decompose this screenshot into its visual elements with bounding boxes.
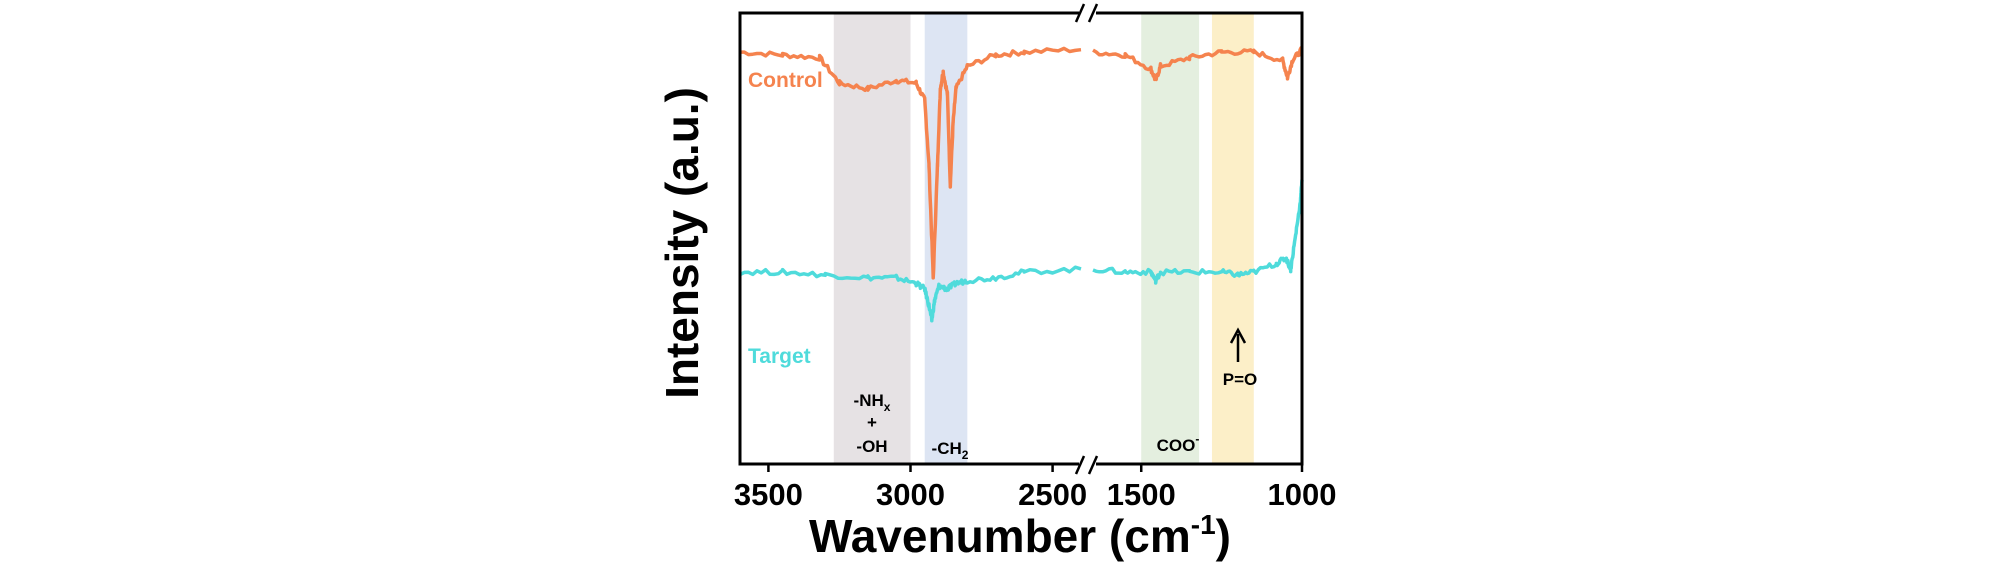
x-axis-title: Wavenumber (cm-1) (809, 509, 1231, 562)
series-label-target: Target (748, 345, 811, 368)
plot-frame (738, 11, 1304, 466)
band-po (1211, 13, 1254, 464)
series-layer (739, 45, 1304, 323)
band-label-nhx-line3: -OH (856, 437, 887, 456)
axis-break-bottom (1074, 454, 1099, 476)
band-label-ch2: -CH2 (932, 439, 969, 462)
band-coo (1141, 13, 1200, 464)
x-tick-label: 3000 (876, 477, 945, 512)
band-label-coo: COO- (1157, 432, 1200, 455)
x-tick-label: 3500 (734, 477, 803, 512)
band-label-nhx-line1: -NHx (854, 391, 891, 414)
band-labels: -NHx + -OH -CH2 COO- (854, 391, 1200, 462)
x-tick-label: 2500 (1018, 477, 1087, 512)
annotation-po-label: P=O (1223, 370, 1258, 389)
x-tick-label: 1500 (1107, 477, 1176, 512)
x-tick-label: 1000 (1268, 477, 1337, 512)
axis-break-top (1074, 2, 1099, 24)
series-label-control: Control (748, 69, 823, 92)
band-label-nhx-line2: + (867, 413, 877, 432)
annotation-po: P=O (1223, 327, 1258, 389)
series-line-control (740, 45, 1303, 280)
series-line-target (739, 179, 1304, 323)
arrow-up-icon (1229, 327, 1247, 344)
y-axis-title: Intensity (a.u.) (656, 87, 708, 399)
x-ticks: 3500 3000 2500 1500 1000 (734, 464, 1337, 512)
